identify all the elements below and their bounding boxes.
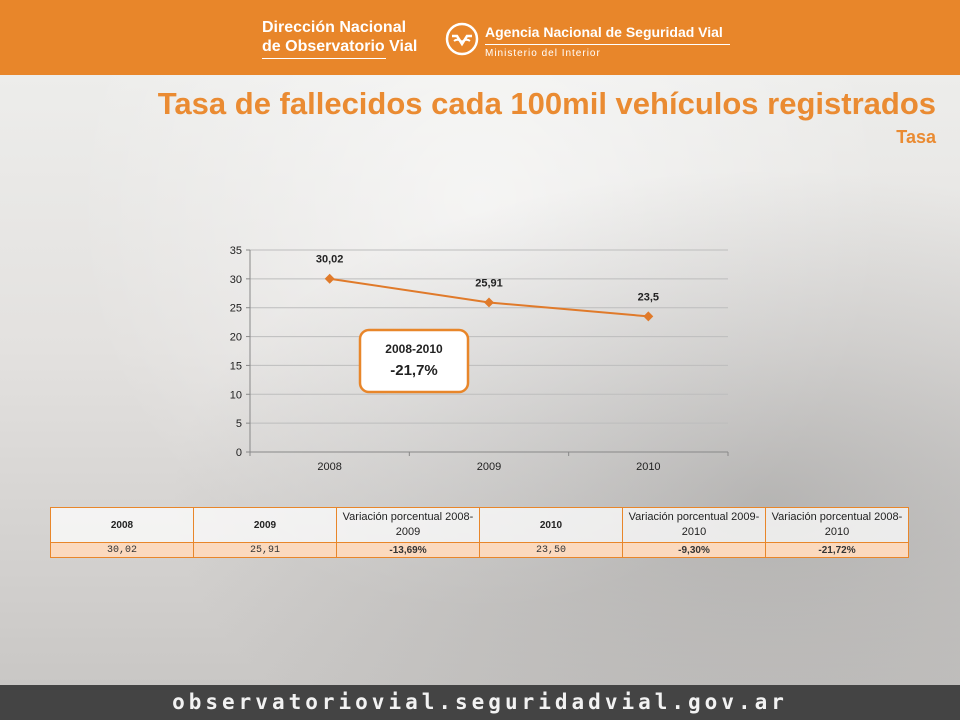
y-tick-label-10: 10 [230, 389, 242, 401]
data-table: 2008 2009 Variación porcentual 2008-2009… [50, 507, 909, 558]
data-point-2009 [484, 297, 494, 308]
table-row: 30,02 25,91 -13,69% 23,50 -9,30% -21,72% [50, 542, 909, 558]
value-cell-var-2009-2010: -9,30% [622, 542, 766, 558]
data-label-2009: 25,91 [475, 277, 503, 289]
logo-underline [262, 58, 386, 59]
page-subtitle: Tasa [896, 127, 936, 147]
header-cell-var-2008-2010: Variación porcentual 2008-2010 [765, 507, 909, 543]
logo-line-1: Dirección Nacional [262, 19, 407, 36]
y-tick-label-30: 30 [230, 274, 242, 286]
data-point-2010 [643, 311, 654, 322]
value-cell-2010: 23,50 [479, 542, 623, 558]
annotation-period: 2008-2010 [385, 342, 443, 356]
header-cell-var-2009-2010: Variación porcentual 2009-2010 [622, 507, 766, 543]
y-tick-label-5: 5 [236, 418, 242, 430]
data-label-2010: 23,5 [638, 291, 659, 303]
background-photo [0, 75, 960, 685]
y-tick-label-25: 25 [230, 303, 242, 315]
ministry-name: Ministerio del Interior [485, 48, 601, 59]
y-tick-label-20: 20 [230, 332, 242, 344]
value-cell-2009: 25,91 [193, 542, 337, 558]
header-bar: Dirección Nacional de Observatorio Vial … [0, 0, 960, 75]
header-cell-2008: 2008 [50, 507, 194, 543]
agency-emblem-icon [445, 22, 479, 56]
value-cell-2008: 30,02 [50, 542, 194, 558]
x-tick-label-2009: 2009 [477, 461, 501, 473]
header-cell-var-2008-2009: Variación porcentual 2008-2009 [336, 507, 480, 543]
header-cell-2009: 2009 [193, 507, 337, 543]
annotation-change: -21,7% [390, 362, 438, 379]
observatorio-logo: Dirección Nacional de Observatorio Vial [262, 18, 417, 59]
footer-url: observatoriovial.seguridadvial.gov.ar [0, 685, 960, 720]
table-header-row: 2008 2009 Variación porcentual 2008-2009… [50, 507, 909, 543]
y-tick-label-15: 15 [230, 360, 242, 372]
x-tick-label-2010: 2010 [636, 461, 660, 473]
annotation-box: 2008-2010 -21,7% [358, 328, 470, 394]
x-tick-label-2008: 2008 [317, 461, 341, 473]
line-chart: 0 5 10 15 20 25 30 35 2008 2009 2010 30,02 25,91 23… [230, 245, 729, 473]
agency-rule [485, 44, 730, 45]
y-tick-label-0: 0 [236, 447, 242, 459]
value-cell-var-2008-2009: -13,69% [336, 542, 480, 558]
data-label-2008: 30,02 [316, 254, 344, 266]
data-point-2008 [324, 273, 335, 284]
agency-name: Agencia Nacional de Seguridad Vial [485, 24, 723, 40]
logo-line-2: de Observatorio Vial [262, 38, 418, 55]
header-cell-2010: 2010 [479, 507, 623, 543]
y-tick-label-35: 35 [230, 245, 242, 257]
value-cell-var-2008-2010: -21,72% [765, 542, 909, 558]
page-title: Tasa de fallecidos cada 100mil vehículos… [157, 86, 936, 121]
